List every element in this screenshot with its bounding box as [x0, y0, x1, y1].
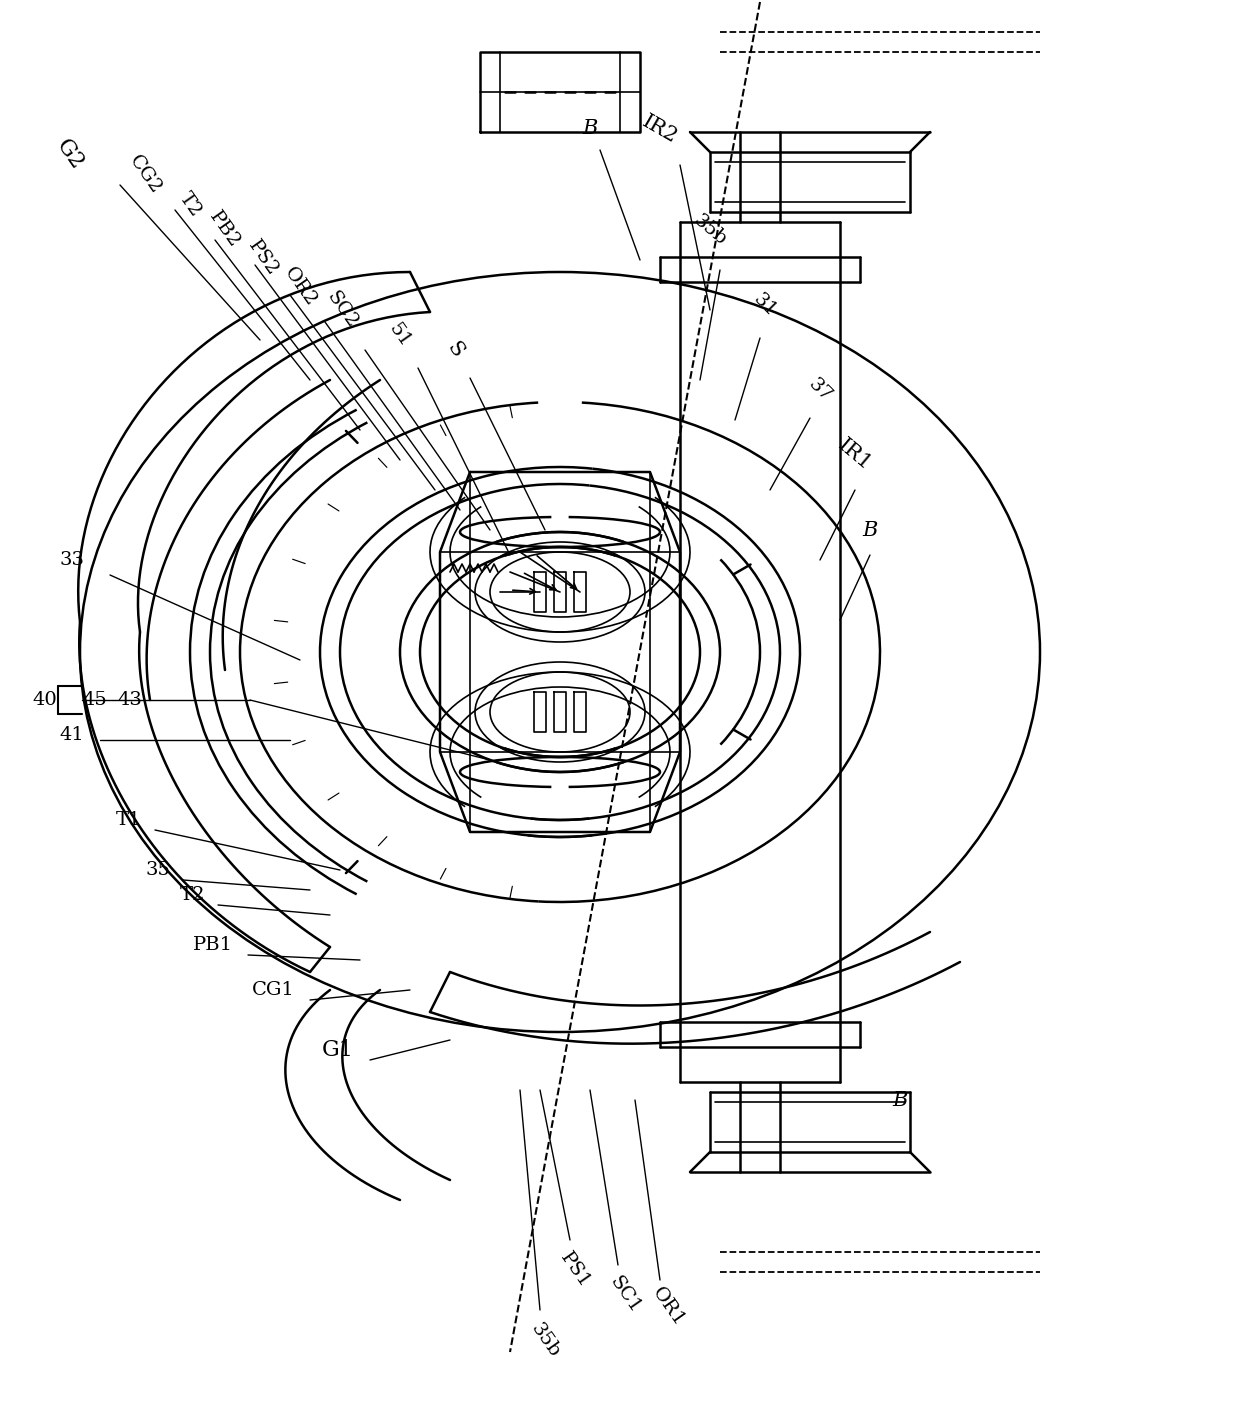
Text: PS2: PS2	[244, 237, 281, 280]
Text: CG1: CG1	[252, 981, 294, 1000]
Text: 40: 40	[32, 690, 57, 709]
Text: G2: G2	[52, 136, 88, 174]
Text: B: B	[893, 1090, 908, 1110]
Text: T2: T2	[175, 189, 205, 220]
Text: 35b: 35b	[689, 210, 730, 249]
Text: OR2: OR2	[280, 264, 320, 309]
Text: S: S	[443, 339, 467, 361]
Text: 43: 43	[118, 690, 143, 709]
Text: T2: T2	[180, 885, 206, 904]
Text: T1: T1	[115, 810, 141, 829]
Text: 45: 45	[83, 690, 108, 709]
Text: B: B	[583, 119, 598, 137]
Text: CG2: CG2	[125, 152, 165, 198]
Text: 31: 31	[750, 289, 780, 321]
Text: PS1: PS1	[557, 1250, 594, 1291]
Text: 35: 35	[145, 861, 170, 880]
Text: 51: 51	[386, 319, 414, 350]
Text: IR2: IR2	[639, 113, 681, 147]
Text: 37: 37	[805, 374, 836, 405]
Text: PB1: PB1	[193, 936, 233, 955]
Text: IR1: IR1	[835, 436, 875, 474]
Text: 35b: 35b	[527, 1320, 563, 1361]
Text: G1: G1	[322, 1039, 353, 1060]
Text: 41: 41	[60, 726, 84, 744]
Text: SC1: SC1	[606, 1274, 644, 1317]
Text: 33: 33	[60, 551, 84, 569]
Text: SC2: SC2	[322, 288, 361, 332]
Text: B: B	[862, 521, 878, 539]
Text: OR1: OR1	[649, 1284, 688, 1330]
Text: PB2: PB2	[206, 209, 244, 251]
